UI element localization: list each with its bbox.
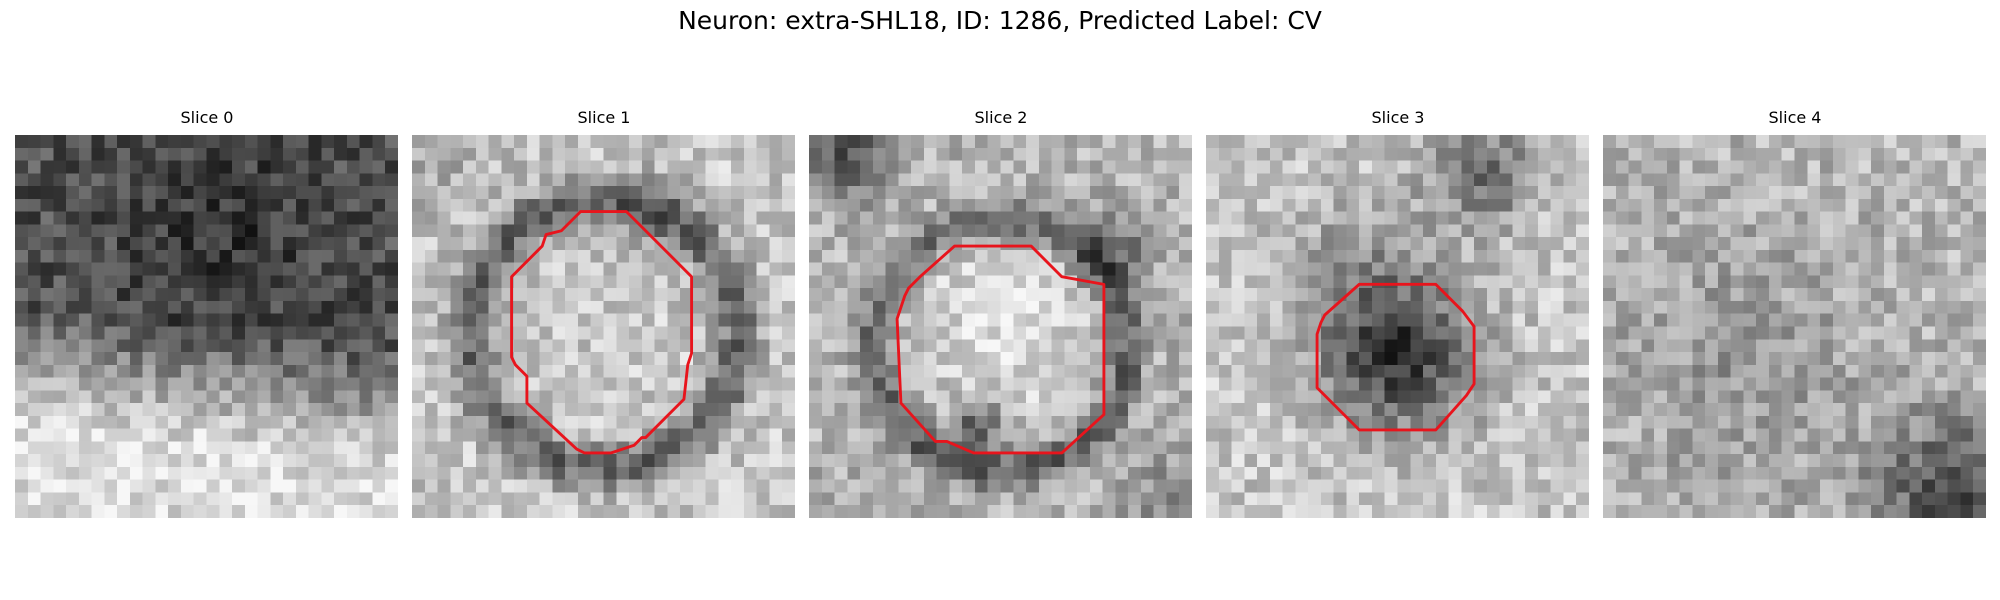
predicted-contour — [510, 210, 694, 455]
slice-image — [15, 135, 398, 518]
pixel-grid — [1603, 135, 1986, 518]
slice-title: Slice 0 — [180, 108, 234, 127]
slice-image — [412, 135, 795, 518]
figure-title: Neuron: extra-SHL18, ID: 1286, Predicted… — [678, 6, 1322, 35]
pixel-grid — [412, 135, 795, 518]
slice-title: Slice 3 — [1371, 108, 1425, 127]
slice-title: Slice 2 — [974, 108, 1028, 127]
slice-image — [1206, 135, 1589, 518]
predicted-contour — [1315, 282, 1476, 432]
pixel-grid — [1206, 135, 1589, 518]
slice-title: Slice 1 — [577, 108, 631, 127]
slice-image — [809, 135, 1192, 518]
slice-title: Slice 4 — [1768, 108, 1822, 127]
predicted-contour — [895, 244, 1106, 455]
pixel-grid — [15, 135, 398, 518]
pixel-grid — [809, 135, 1192, 518]
slice-image — [1603, 135, 1986, 518]
